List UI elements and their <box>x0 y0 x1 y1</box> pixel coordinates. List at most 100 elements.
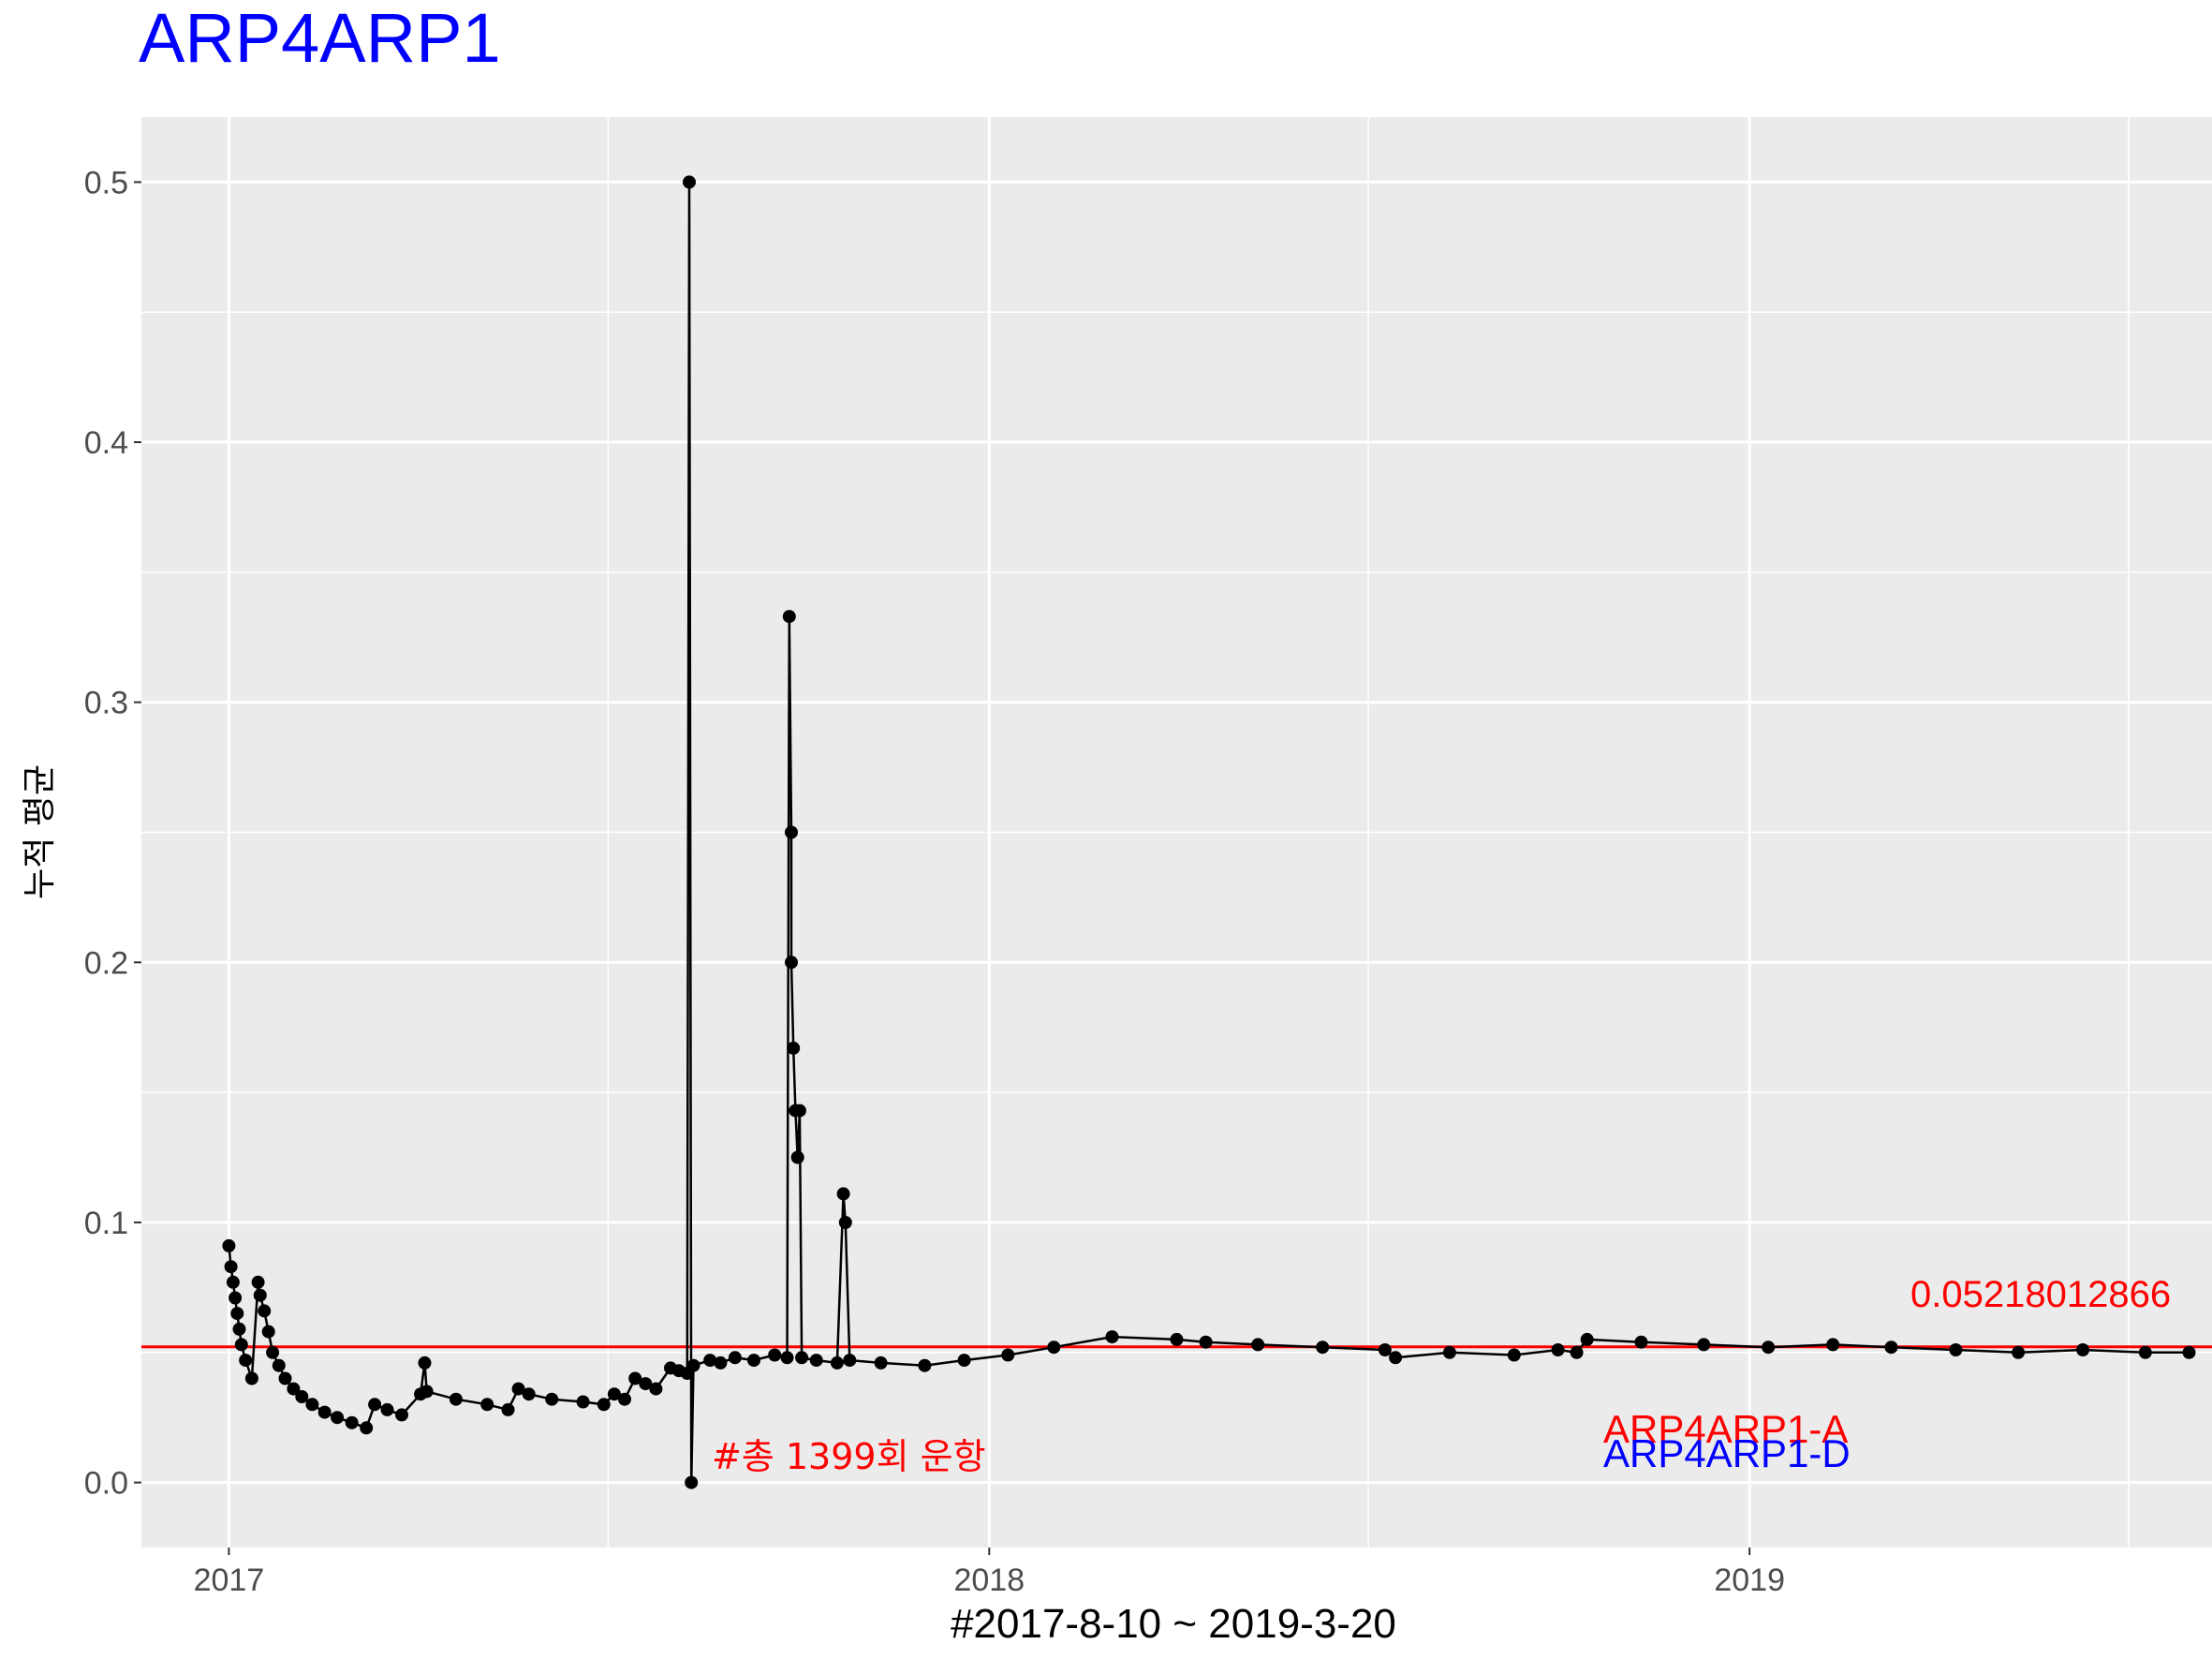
data-point <box>787 1041 801 1055</box>
data-point <box>1634 1335 1648 1349</box>
data-point <box>230 1307 244 1321</box>
data-point <box>287 1382 301 1396</box>
y-tick-label: 0.2 <box>84 945 128 981</box>
data-point <box>317 1405 332 1419</box>
data-point <box>830 1355 844 1370</box>
data-point <box>266 1345 280 1359</box>
data-point <box>686 1358 700 1372</box>
data-point <box>649 1382 663 1396</box>
data-point <box>809 1354 823 1368</box>
data-point <box>628 1371 642 1385</box>
data-point <box>272 1358 286 1372</box>
minor-gridlines <box>141 117 2212 1548</box>
data-point <box>1570 1345 1584 1359</box>
major-gridlines <box>141 117 2212 1548</box>
data-point <box>2076 1343 2090 1356</box>
series-a-label: ARP4ARP1-A <box>1603 1407 1848 1451</box>
data-point <box>597 1398 611 1412</box>
data-point <box>836 1187 850 1201</box>
x-tick-label: 2017 <box>194 1563 265 1598</box>
data-point <box>1580 1332 1594 1346</box>
data-point <box>229 1291 243 1305</box>
data-point <box>785 955 798 970</box>
data-point <box>782 610 796 624</box>
data-point <box>685 1475 699 1489</box>
data-point <box>1047 1341 1061 1355</box>
data-point <box>501 1402 515 1416</box>
data-point <box>395 1408 408 1422</box>
x-axis-ticks: 2017 2018 2019 <box>194 1548 1785 1598</box>
data-point <box>234 1338 248 1352</box>
data-point <box>239 1354 253 1368</box>
data-point <box>795 1351 809 1365</box>
data-point <box>918 1358 932 1372</box>
y-tick-label: 0.1 <box>84 1206 128 1241</box>
x-tick-label: 2018 <box>953 1563 1025 1598</box>
data-point <box>1826 1338 1840 1352</box>
y-tick-label: 0.5 <box>84 165 128 200</box>
data-point <box>1378 1343 1392 1356</box>
data-point <box>747 1354 760 1368</box>
data-point <box>368 1398 382 1412</box>
data-point <box>1949 1343 1963 1356</box>
data-point <box>253 1288 267 1302</box>
data-point <box>1251 1338 1265 1352</box>
data-point <box>258 1304 272 1318</box>
data-point <box>792 1104 806 1118</box>
y-tick-label: 0.4 <box>84 425 128 461</box>
total-flights-annotation: #총 1399회 운항 <box>712 1436 986 1477</box>
data-point <box>714 1355 728 1370</box>
x-tick-label: 2019 <box>1714 1563 1785 1598</box>
data-point <box>874 1355 888 1370</box>
data-point <box>345 1415 359 1429</box>
data-point <box>251 1275 265 1289</box>
data-point <box>1762 1341 1776 1355</box>
data-point <box>728 1351 742 1365</box>
data-point <box>511 1382 525 1396</box>
data-point <box>843 1354 857 1368</box>
data-point <box>545 1392 559 1406</box>
data-point <box>2012 1345 2026 1359</box>
data-point <box>232 1322 246 1336</box>
y-tick-label: 0.0 <box>84 1466 128 1502</box>
y-axis-label: 누적 평균 <box>21 764 59 899</box>
data-point <box>1316 1341 1330 1355</box>
average-value-label: 0.05218012866 <box>1910 1274 2171 1315</box>
chart-title: ARP4ARP1 <box>139 0 501 77</box>
data-point <box>703 1354 717 1368</box>
data-point <box>222 1238 236 1252</box>
data-point <box>957 1354 971 1368</box>
data-point <box>380 1402 394 1416</box>
data-point <box>449 1392 463 1406</box>
data-point <box>618 1392 631 1406</box>
data-point <box>480 1398 494 1412</box>
data-point <box>639 1377 653 1391</box>
data-point <box>838 1216 852 1229</box>
y-tick-label: 0.3 <box>84 686 128 721</box>
data-point <box>1389 1351 1403 1365</box>
data-point <box>1199 1335 1213 1349</box>
data-point <box>785 825 798 839</box>
data-point <box>683 175 696 189</box>
data-point <box>331 1411 345 1425</box>
data-point <box>2182 1345 2196 1359</box>
data-point <box>1105 1330 1119 1344</box>
data-point <box>420 1385 434 1399</box>
data-point <box>360 1421 374 1435</box>
data-point <box>1001 1348 1015 1362</box>
data-point <box>522 1387 536 1401</box>
data-point <box>1507 1348 1521 1362</box>
data-point <box>576 1395 590 1409</box>
x-axis-label: #2017-8-10 ~ 2019-3-20 <box>951 1601 1396 1647</box>
data-point <box>1697 1338 1711 1352</box>
data-point <box>224 1260 238 1274</box>
data-point <box>1442 1345 1456 1359</box>
data-point <box>780 1351 794 1365</box>
data-point <box>278 1371 292 1385</box>
data-point <box>1170 1332 1184 1346</box>
data-point <box>226 1275 240 1289</box>
data-point <box>1551 1343 1565 1356</box>
series-d-label: ARP4ARP1-D <box>1603 1431 1851 1475</box>
data-point <box>607 1387 621 1401</box>
